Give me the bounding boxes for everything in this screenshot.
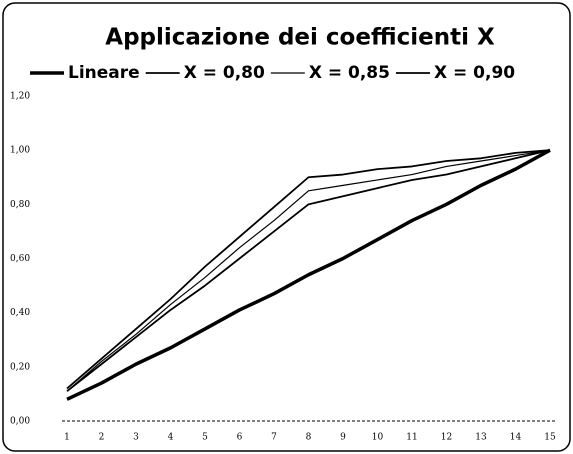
legend-label: X = 0,80	[184, 63, 265, 83]
y-tick-label: 0,80	[10, 200, 30, 210]
x-tick-label: 11	[406, 433, 417, 443]
x-tick-label: 7	[271, 433, 277, 443]
x-tick-label: 9	[340, 433, 346, 443]
y-tick-label: 0,00	[10, 417, 30, 427]
y-tick-label: 0,40	[10, 308, 30, 318]
x-tick-label: 10	[372, 433, 384, 443]
x-tick-label: 4	[168, 433, 174, 443]
y-tick-label: 0,20	[10, 362, 30, 372]
series-line	[66, 148, 551, 401]
series-line	[66, 149, 551, 392]
y-tick-label: 1,20	[10, 92, 30, 102]
x-tick-label: 15	[544, 433, 556, 443]
chart-title: Applicazione dei coefficienti X	[105, 25, 495, 51]
x-tick-label: 8	[306, 433, 312, 443]
x-tick-label: 5	[202, 433, 208, 443]
x-tick-label: 3	[133, 433, 139, 443]
legend-label: Lineare	[68, 63, 140, 83]
y-tick-label: 0,60	[10, 254, 30, 264]
x-tick-label: 12	[441, 433, 452, 443]
legend-label: X = 0,85	[309, 63, 390, 83]
legend-label: X = 0,90	[434, 63, 515, 83]
x-tick-label: 6	[237, 433, 243, 443]
y-tick-label: 1,00	[10, 146, 30, 156]
x-tick-label: 1	[64, 433, 70, 443]
series-line	[66, 149, 551, 392]
x-tick-label: 13	[475, 433, 487, 443]
x-tick-label: 2	[99, 433, 105, 443]
series-line	[66, 149, 551, 390]
x-tick-label: 14	[510, 433, 522, 443]
